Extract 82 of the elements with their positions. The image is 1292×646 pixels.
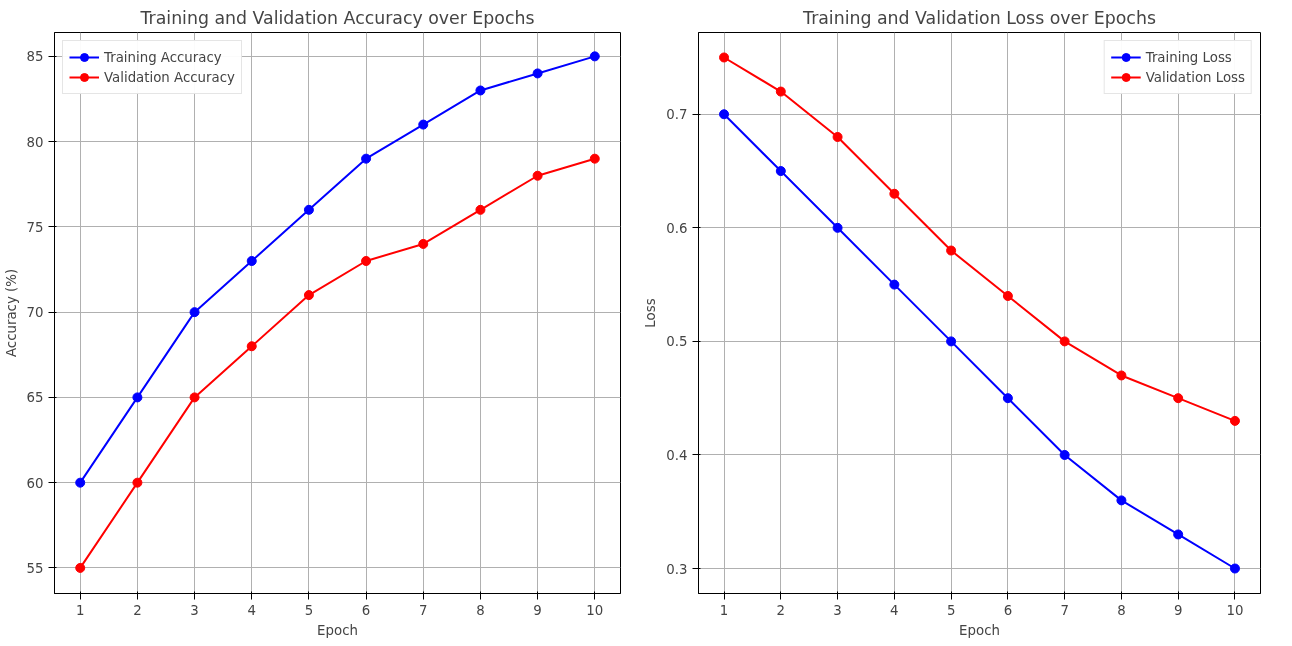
x-tick-label: 9 [533,602,542,618]
point [189,392,200,403]
y-tick-label: 0.3 [666,561,688,577]
y-tick-label: 65 [26,390,44,406]
x-tick-label: 3 [190,602,199,618]
y-tick-label: 85 [26,49,44,65]
y-tick-label: 0.6 [666,220,688,236]
point [1229,415,1240,426]
point [532,68,543,79]
x-tick-label: 2 [133,602,142,618]
y-tick-label: 0.4 [666,447,688,463]
point [1173,393,1184,404]
point [532,170,543,181]
y-axis-title: Loss [643,298,659,328]
legend-label: Validation Accuracy [104,69,235,85]
point [589,51,600,62]
x-tick-label: 7 [1060,602,1069,618]
point [75,562,86,573]
point [361,256,372,266]
chart-title: Training and Validation Accuracy over Epochs [139,7,535,28]
point [719,52,730,63]
x-tick-label: 6 [361,602,371,618]
x-tick-label: 7 [419,602,428,618]
point [1059,336,1070,347]
point [775,166,786,177]
point [1002,290,1013,301]
y-tick-label: 0.5 [666,334,688,350]
point [418,119,429,130]
legend-label: Training Accuracy [104,49,222,65]
point [832,131,843,142]
point [75,477,86,488]
point [132,477,143,488]
x-tick-label: 8 [476,602,485,618]
legend-label: Validation Loss [1145,69,1245,85]
point [303,204,314,215]
x-tick-label: 2 [776,602,786,618]
point [246,341,257,352]
point [589,153,600,164]
y-tick-label: 80 [26,134,44,150]
point [189,307,200,318]
point [1173,529,1184,540]
point [946,336,957,347]
x-tick-label: 4 [890,602,899,618]
x-tick-label: 3 [833,602,842,618]
y-tick-label: 55 [26,560,44,576]
x-tick-label: 1 [719,602,729,618]
point [1116,495,1127,506]
chart-title: Training and Validation Loss over Epochs [802,7,1156,28]
x-tick-label: 9 [1173,602,1183,618]
x-tick-label: 8 [1117,602,1126,618]
point [361,153,372,164]
x-tick-label: 1 [75,602,85,618]
point [418,238,429,249]
point [475,85,486,96]
legend-label: Training Loss [1145,49,1232,65]
point [832,222,843,233]
x-tick-label: 5 [946,602,956,618]
point [946,245,957,256]
x-axis-title: Epoch [317,622,358,638]
point [1116,370,1127,381]
point [1229,563,1240,574]
x-tick-label: 10 [1226,602,1244,618]
point [719,109,730,120]
y-tick-label: 75 [26,219,44,235]
x-tick-label: 10 [586,602,604,618]
point [889,279,900,290]
point [775,86,786,97]
point [475,204,486,215]
x-tick-label: 4 [247,602,256,618]
point [889,188,900,199]
point [246,256,257,266]
point [132,392,143,403]
x-tick-label: 5 [304,602,314,618]
point [1059,449,1070,460]
y-tick-label: 0.7 [666,107,688,123]
point [303,290,314,301]
y-axis-title: Accuracy (%) [3,268,19,358]
x-tick-label: 6 [1003,602,1013,618]
point [1002,393,1013,404]
y-tick-label: 70 [26,305,44,321]
x-axis-title: Epoch [959,622,1000,638]
y-tick-label: 60 [26,475,44,491]
